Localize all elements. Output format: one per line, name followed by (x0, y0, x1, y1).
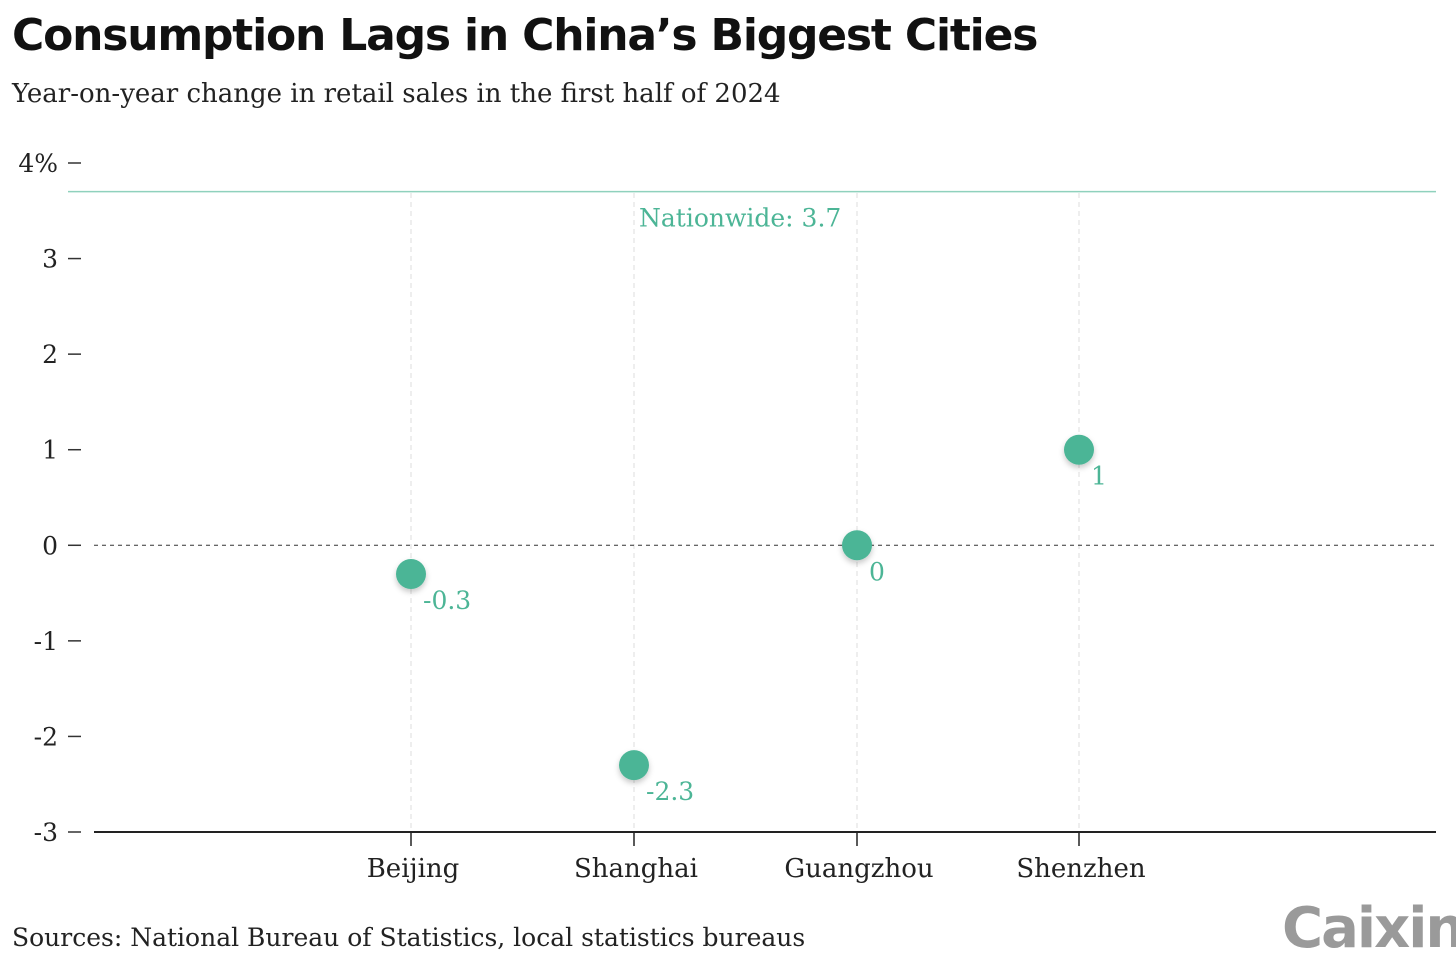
data-label-beijing: -0.3 (423, 586, 471, 615)
x-tick-label-guangzhou: Guangzhou (784, 854, 933, 884)
data-point-guangzhou (842, 530, 872, 561)
data-point-shanghai (619, 750, 649, 781)
chart-subtitle: Year-on-year change in retail sales in t… (12, 79, 781, 109)
chart-title: Consumption Lags in China’s Biggest Citi… (12, 10, 1038, 61)
nationwide-label: Nationwide: 3.7 (639, 204, 841, 233)
y-tick-label: 4% (18, 149, 58, 178)
data-point-beijing (396, 558, 426, 589)
x-tick-label-beijing: Beijing (367, 854, 460, 884)
y-tick-label: -2 (34, 722, 58, 751)
x-tick-label-shenzhen: Shenzhen (1016, 854, 1146, 884)
y-tick-label: 2 (42, 340, 58, 369)
y-tick-label: 1 (42, 436, 58, 465)
data-point-shenzhen (1064, 434, 1094, 465)
caixin-logo: Caixin (1282, 896, 1456, 961)
data-label-guangzhou: 0 (869, 557, 885, 586)
x-tick-label-shanghai: Shanghai (574, 854, 698, 884)
y-tick-label: 0 (42, 531, 58, 560)
y-tick-label: -1 (34, 627, 58, 656)
source-note: Sources: National Bureau of Statistics, … (12, 923, 806, 952)
y-tick-label: 3 (42, 245, 58, 274)
data-label-shanghai: -2.3 (646, 777, 694, 806)
y-tick-label: -3 (34, 818, 58, 847)
data-label-shenzhen: 1 (1091, 462, 1107, 491)
